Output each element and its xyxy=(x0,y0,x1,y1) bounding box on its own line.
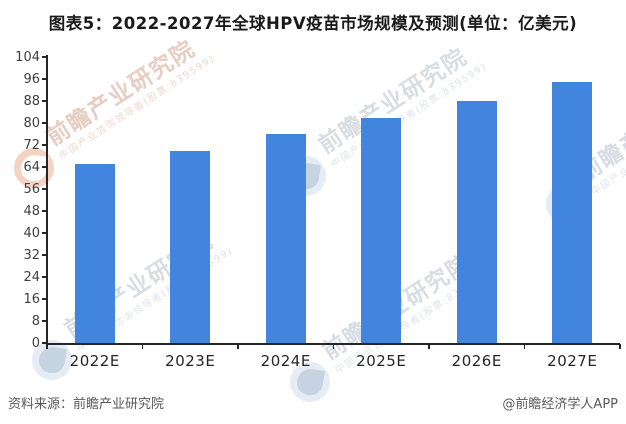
x-label-2025E: 2025E xyxy=(356,352,407,370)
y-tick-label: 40 xyxy=(23,225,40,241)
y-tick-label: 48 xyxy=(23,203,40,219)
bar-2023E xyxy=(170,150,211,343)
y-tick-mark xyxy=(42,254,46,256)
y-tick-mark xyxy=(42,320,46,322)
y-tick-mark xyxy=(42,210,46,212)
y-tick-mark xyxy=(42,100,46,102)
bar-2025E xyxy=(361,117,402,343)
y-tick-label: 24 xyxy=(23,269,40,285)
credit-note: @前瞻经济学人APP xyxy=(502,397,618,412)
bar-2022E xyxy=(74,164,115,343)
y-tick-label: 16 xyxy=(23,291,40,307)
y-tick-mark xyxy=(42,144,46,146)
y-tick-label: 88 xyxy=(23,93,40,109)
x-tick-mark xyxy=(332,344,335,349)
x-label-2022E: 2022E xyxy=(69,352,120,370)
x-label-2026E: 2026E xyxy=(451,352,502,370)
y-tick-mark xyxy=(42,188,46,190)
y-tick-mark xyxy=(42,166,46,168)
bar-slot-2022E xyxy=(47,57,143,343)
y-tick-label: 80 xyxy=(23,115,40,131)
x-axis-labels: 2022E 2023E 2024E 2025E 2026E 2027E xyxy=(47,352,620,370)
x-tick-mark xyxy=(237,344,239,349)
y-tick-mark xyxy=(42,298,46,300)
y-tick-label: 104 xyxy=(15,49,40,65)
x-label-2024E: 2024E xyxy=(260,352,311,370)
x-tick-mark xyxy=(619,344,621,349)
x-tick-mark xyxy=(523,344,526,349)
y-tick-label: 72 xyxy=(23,137,40,153)
bar-slot-2026E xyxy=(429,57,525,343)
source-note: 资料来源：前瞻产业研究院 xyxy=(8,397,165,412)
y-tick-label: 32 xyxy=(23,247,40,263)
x-label-2023E: 2023E xyxy=(165,352,216,370)
y-tick-label: 8 xyxy=(31,313,40,329)
bars-area xyxy=(47,57,620,343)
y-tick-label: 96 xyxy=(23,71,40,87)
bar-slot-2025E xyxy=(334,57,430,343)
y-axis-line xyxy=(46,55,48,343)
x-tick-mark xyxy=(428,344,430,349)
y-tick-mark xyxy=(42,56,46,58)
y-tick-mark xyxy=(42,232,46,234)
chart-title: 图表5：2022-2027年全球HPV疫苗市场规模及预测(单位：亿美元) xyxy=(48,14,578,33)
bar-2026E xyxy=(456,101,497,343)
y-tick-mark xyxy=(42,122,46,124)
y-tick-label: 56 xyxy=(23,181,40,197)
x-axis-line xyxy=(46,343,620,345)
bar-2027E xyxy=(552,81,593,343)
y-tick-mark xyxy=(42,78,46,80)
x-tick-mark xyxy=(46,344,48,349)
x-tick-mark xyxy=(141,344,144,349)
y-tick-label: 0 xyxy=(31,335,40,351)
bar-slot-2024E xyxy=(238,57,334,343)
y-tick-label: 64 xyxy=(23,159,40,175)
bar-slot-2023E xyxy=(143,57,239,343)
y-tick-mark xyxy=(42,276,46,278)
x-label-2027E: 2027E xyxy=(547,352,598,370)
bar-slot-2027E xyxy=(525,57,621,343)
bar-2024E xyxy=(265,134,306,343)
